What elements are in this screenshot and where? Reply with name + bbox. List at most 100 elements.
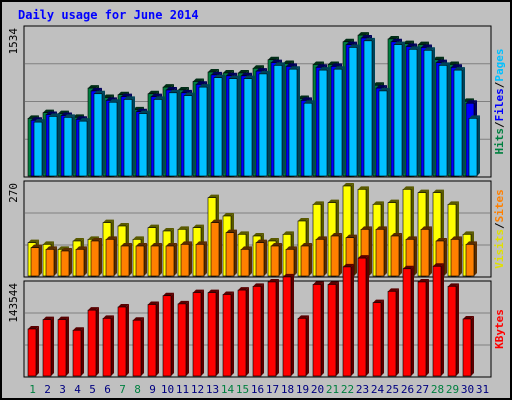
bar-sites-day-11 [180,244,190,277]
bar-side [159,243,162,276]
bar-sites-day-7 [120,245,130,277]
bar-top [433,56,444,60]
bar-side [282,62,285,176]
side-label-visits_sites: Visits/Sites [493,189,506,269]
bar-sites-day-29 [450,239,460,277]
day-label-5: 5 [89,383,96,396]
bar-pages-day-21 [333,68,343,177]
bar-top [298,218,309,221]
bar-kbytes-day-11 [177,303,187,377]
bar-top [253,233,264,236]
day-label-10: 10 [161,383,174,396]
bar-side [111,315,114,376]
bar-pages-day-10 [168,92,178,177]
bar-kbytes-day-23 [357,257,367,377]
bar-kbytes-day-5 [87,309,97,377]
bar-side [441,263,444,376]
day-labels: 1 2 3 4 5 6 7 8 9 10 11 12 13 14 15 16 17 18 19 20 21 22 23 24 2… [29,383,489,396]
bar-top [403,186,414,190]
bar-top [124,96,135,100]
bar-top [358,255,369,259]
bar-top [118,223,129,226]
bar-top [64,114,75,118]
bar-pages-day-25 [393,44,403,177]
bar-top [151,93,162,97]
bar-top [421,44,432,48]
bar-side [414,236,417,276]
bar-top [424,47,435,51]
bar-top [331,233,342,236]
bar-pages-day-6 [108,101,118,177]
bar-top [286,246,297,250]
bar-top [421,226,432,230]
bar-top [241,246,252,250]
day-label-23: 23 [356,383,369,396]
bar-top [178,226,189,230]
bar-side [336,281,339,376]
bar-top [313,201,324,205]
bar-pages-day-5 [93,93,103,177]
bar-top [61,248,72,251]
bar-kbytes-day-15 [237,289,247,377]
bar-side [429,226,432,276]
panel-visits_sites: 270 Visits/Sites [7,180,506,278]
bar-top [463,231,474,235]
bar-top [136,243,147,246]
bar-kbytes-day-13 [207,292,217,377]
bar-kbytes-day-29 [447,286,457,377]
bar-side [384,226,387,276]
bar-sites-day-25 [390,235,400,277]
bar-pages-day-19 [303,102,313,177]
bar-sites-day-1 [30,247,40,277]
bar-kbytes-day-28 [432,265,442,377]
bar-top [454,67,465,71]
bar-pages-day-11 [183,95,193,177]
bar-sites-day-10 [165,245,175,277]
bar-top [451,64,462,68]
bar-pages-day-7 [123,99,133,177]
bar-kbytes-day-21 [327,284,337,377]
bar-top [406,236,417,240]
bar-top [148,224,159,228]
day-label-1: 1 [29,383,36,396]
bar-side [447,62,450,176]
day-label-11: 11 [176,383,189,396]
bar-top [88,307,99,311]
bar-top [166,86,177,90]
bar-top [163,292,174,296]
bar-top [226,229,237,233]
bar-top [166,243,177,246]
bar-top [286,63,297,67]
day-label-3: 3 [59,383,66,396]
day-label-28: 28 [431,383,444,396]
bar-pages-day-3 [63,117,73,177]
bar-pages-day-2 [48,116,58,177]
bar-side [402,41,405,176]
bar-side [129,243,132,276]
bar-top [331,63,342,67]
bar-side [192,92,195,176]
bar-top [34,119,45,123]
bar-top [334,66,345,70]
bar-top [451,236,462,240]
bar-side [351,263,354,376]
side-label-part: Hits [493,128,506,155]
panels: 1534Hits/Files/Pages270Visits/Sites14354… [7,25,506,378]
bar-top [253,65,264,69]
y-max-label: 143544 [7,283,20,323]
side-label-kbytes: KBytes [493,309,506,349]
bar-top [208,69,219,73]
bar-top [406,43,417,47]
bar-kbytes-day-14 [222,294,232,377]
bar-side [369,226,372,276]
bar-sites-day-15 [240,249,250,277]
bar-top [346,41,357,45]
bar-side [219,219,222,276]
side-label-part: Files [493,88,506,121]
bar-top [103,94,114,98]
bar-sites-day-9 [150,245,160,277]
bar-top [373,299,384,303]
bar-side [54,246,57,276]
bar-side [126,304,129,376]
bar-kbytes-day-27 [417,281,427,377]
